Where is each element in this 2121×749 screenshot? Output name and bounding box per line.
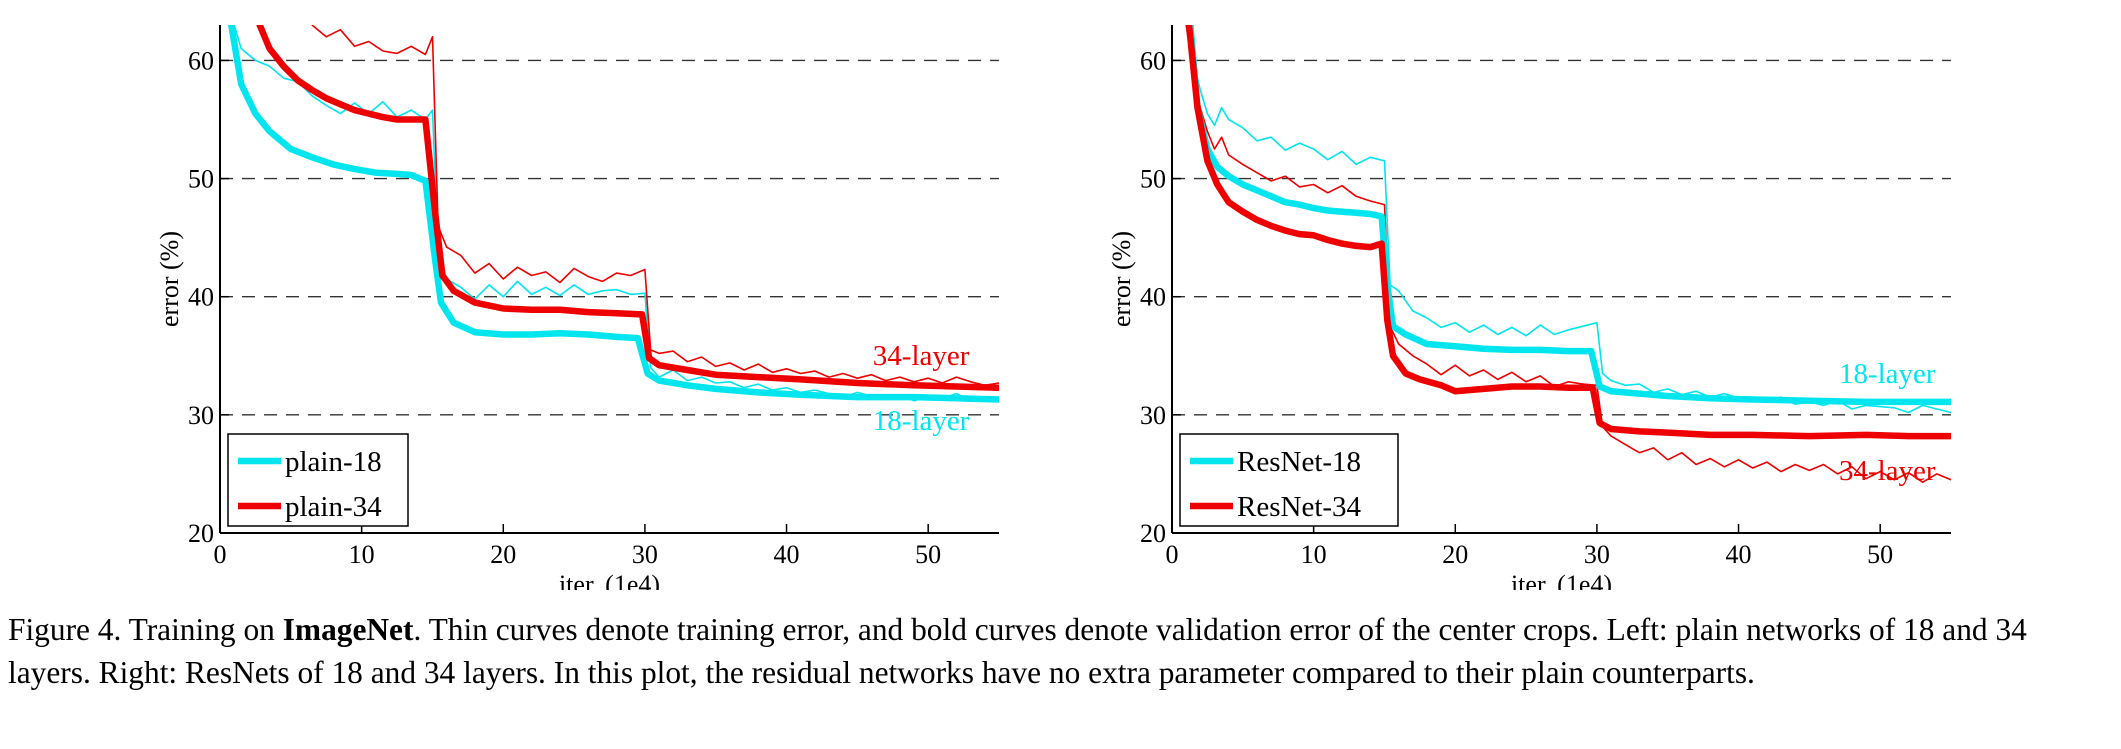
y-tick-label-50: 50 xyxy=(1140,165,1166,194)
x-axis-label: iter. (1e4) xyxy=(559,570,660,590)
x-tick-label-20: 20 xyxy=(490,540,516,569)
annotation-34-layer: 34-layer xyxy=(1839,455,1936,487)
x-tick-label-10: 10 xyxy=(349,540,375,569)
y-tick-label-60: 60 xyxy=(1140,46,1166,75)
x-tick-label-30: 30 xyxy=(1584,540,1610,569)
x-tick-label-10: 10 xyxy=(1301,540,1327,569)
legend-box xyxy=(227,433,409,527)
x-axis-label: iter. (1e4) xyxy=(1511,570,1612,590)
annotation-18-layer: 18-layer xyxy=(873,405,970,437)
series-resnet-18-training-line xyxy=(1185,25,1951,414)
y-tick-label-30: 30 xyxy=(1140,401,1166,430)
plot-area xyxy=(1185,25,1951,483)
series-plain-34-training-line xyxy=(311,25,999,387)
legend-label-resnet-18: ResNet-18 xyxy=(1237,446,1361,478)
x-tick-label-30: 30 xyxy=(632,540,658,569)
x-tick-label-20: 20 xyxy=(1442,540,1468,569)
y-tick-label-40: 40 xyxy=(188,283,214,312)
caption-rest: . Thin curves denote training error, and… xyxy=(8,612,2027,690)
figure-canvas: 0 10 20 30 40 50 20 30 40 50 60 iter. (1e4) error (%… xyxy=(155,25,1951,590)
x-tick-label-40: 40 xyxy=(1726,540,1752,569)
x-tick-label-0: 0 xyxy=(214,540,227,569)
y-axis-label: error (%) xyxy=(155,231,184,327)
annotation-34-layer: 34-layer xyxy=(873,340,970,372)
caption-prefix: Figure 4. Training on xyxy=(8,612,283,647)
legend-label-plain-34: plain-34 xyxy=(285,491,382,523)
legend-label-plain-18: plain-18 xyxy=(285,446,382,478)
x-tick-label-50: 50 xyxy=(915,540,941,569)
y-axis-label: error (%) xyxy=(1107,231,1136,327)
series-plain-34-validation-line xyxy=(256,25,999,391)
series-resnet-34-validation-line xyxy=(1185,25,1951,440)
y-tick-label-30: 30 xyxy=(188,401,214,430)
right-chart-resnet: 0 10 20 30 40 50 20 30 40 50 60 iter. (1e4) error (%… xyxy=(1107,25,1951,590)
x-tick-label-50: 50 xyxy=(1867,540,1893,569)
x-tick-label-0: 0 xyxy=(1166,540,1179,569)
y-tick-label-20: 20 xyxy=(188,519,214,548)
y-tick-label-40: 40 xyxy=(1140,283,1166,312)
legend: plain-18 plain-34 xyxy=(227,433,409,527)
series-resnet-18-validation-line xyxy=(1187,25,1951,406)
series-plain-18-validation-line xyxy=(228,25,999,403)
x-tick-label-40: 40 xyxy=(774,540,800,569)
y-tick-label-20: 20 xyxy=(1140,519,1166,548)
y-tick-label-50: 50 xyxy=(188,165,214,194)
plot-area xyxy=(228,25,999,403)
figure-caption: Figure 4. Training on ImageNet. Thin cur… xyxy=(8,608,2113,694)
legend-box xyxy=(1179,433,1399,527)
legend: ResNet-18 ResNet-34 xyxy=(1179,433,1399,527)
left-chart-plain: 0 10 20 30 40 50 20 30 40 50 60 iter. (1e4) error (%… xyxy=(155,25,999,590)
series-resnet-34-training-line xyxy=(1185,25,1951,483)
caption-bold-dataset: ImageNet xyxy=(282,612,414,647)
annotation-18-layer: 18-layer xyxy=(1839,358,1936,390)
legend-label-resnet-34: ResNet-34 xyxy=(1237,491,1362,523)
y-tick-label-60: 60 xyxy=(188,46,214,75)
